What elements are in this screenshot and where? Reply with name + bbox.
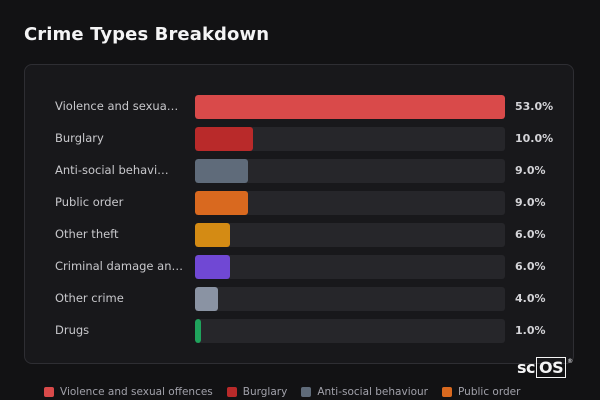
legend-swatch [442, 387, 453, 397]
bar [195, 127, 254, 151]
bar-label: Anti-social behavi… [55, 163, 169, 177]
legend-swatch [226, 387, 237, 397]
bar-value-label: 6.0% [515, 228, 546, 241]
bar-row: Other theft 6.0% [25, 223, 573, 247]
bar [195, 223, 231, 247]
legend-swatch [301, 387, 312, 397]
bar-track [195, 287, 505, 311]
bar-value-label: 9.0% [515, 164, 546, 177]
bar-row: Anti-social behavi… 9.0% [25, 159, 573, 183]
bar-label: Burglary [55, 131, 104, 145]
logo-registered-mark: ® [567, 358, 573, 365]
bar [195, 255, 231, 279]
legend-item: Burglary [226, 386, 288, 398]
bar-value-label: 1.0% [515, 324, 546, 337]
legend-item: Public order [442, 386, 520, 398]
bar-row: Violence and sexua… 53.0% [25, 95, 573, 119]
logo-text-b: OS [536, 357, 567, 378]
bar [195, 191, 248, 215]
bar [195, 95, 505, 119]
logo: sc OS ® [517, 357, 573, 378]
bar-row: Criminal damage an… 6.0% [25, 255, 573, 279]
bar-label: Public order [55, 195, 124, 209]
bar-track [195, 95, 505, 119]
bar [195, 287, 219, 311]
bar-value-label: 4.0% [515, 292, 546, 305]
bar-row: Drugs 1.0% [25, 319, 573, 343]
bar-label: Criminal damage an… [55, 259, 183, 273]
bar-row: Burglary 10.0% [25, 127, 573, 151]
bar-row: Other crime 4.0% [25, 287, 573, 311]
legend-label: Public order [458, 386, 521, 398]
legend-item: Violence and sexual offences [44, 386, 213, 398]
bar-label: Other theft [55, 227, 119, 241]
chart-panel: Violence and sexua… 53.0% Burglary 10.0% Ant… [24, 64, 574, 364]
legend-label: Anti-social behaviour [317, 386, 429, 398]
chart-legend: Violence and sexual offences Burglary Anti… [44, 386, 520, 398]
bar-track [195, 319, 505, 343]
bar-label: Other crime [55, 291, 124, 305]
logo-text-a: sc [517, 358, 536, 377]
legend-swatch [44, 387, 54, 397]
bar-track [195, 255, 505, 279]
bar-label: Drugs [55, 323, 90, 337]
bar [195, 319, 201, 343]
page-title: Crime Types Breakdown [24, 24, 270, 45]
bar-value-label: 6.0% [515, 260, 546, 273]
bar [195, 159, 248, 183]
bar-row: Public order 9.0% [25, 191, 573, 215]
bar-track [195, 127, 505, 151]
bar-track [195, 159, 505, 183]
bar-value-label: 53.0% [515, 100, 554, 113]
bar-value-label: 10.0% [515, 132, 554, 145]
legend-label: Burglary [242, 386, 288, 398]
legend-item: Anti-social behaviour [301, 386, 428, 398]
legend-label: Violence and sexual offences [60, 386, 213, 398]
bar-track [195, 191, 505, 215]
bar-label: Violence and sexua… [55, 99, 179, 113]
bar-track [195, 223, 505, 247]
bar-value-label: 9.0% [515, 196, 546, 209]
